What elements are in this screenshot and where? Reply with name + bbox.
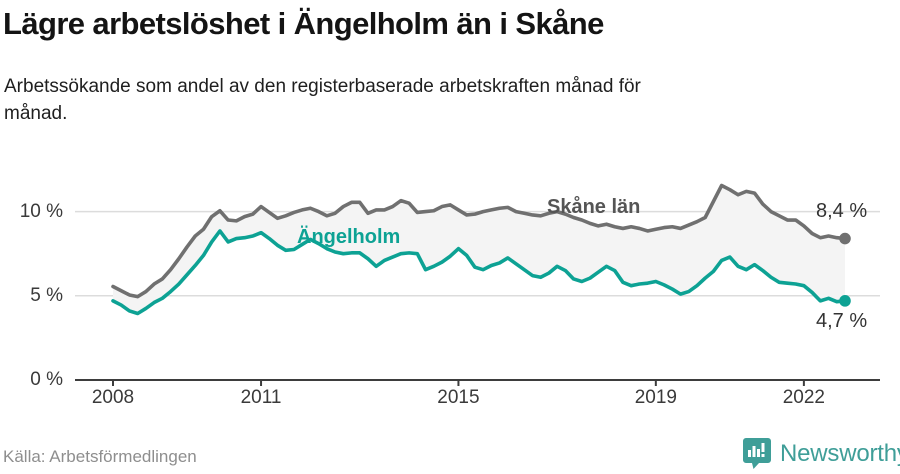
series-end-dot-1 [839,295,851,307]
series-end-dot-0 [839,232,851,245]
x-tick-label-2015: 2015 [437,387,480,408]
x-tick-label-2019: 2019 [634,387,677,408]
x-tick-label-2011: 2011 [240,387,282,408]
subtitle-line-1: Arbetssökande som andel av den registerb… [4,76,641,97]
chart-canvas [75,183,880,386]
gap-band [113,185,845,314]
end-value-label-angelholm: 4,7 % [816,310,868,332]
newsworthy-wordmark: Newsworthy [780,439,900,467]
y-tick-label-0: 0 % [30,369,63,390]
chart-subtitle: Arbetssökande som andel av den registerb… [4,73,864,127]
newsworthy-logo: Newsworthy [742,437,900,470]
series-label-angelholm: Ängelholm [297,226,401,248]
y-tick-label-10: 10 % [19,200,63,222]
series-line-0 [111,183,847,299]
series-line-1 [111,229,847,316]
y-tick-label-5: 5 % [30,284,63,306]
source-credit: Källa: Arbetsförmedlingen [3,447,197,466]
page-title: Lägre arbetslöshet i Ängelholm än i Skån… [3,6,604,41]
x-tick-label-2022: 2022 [782,387,826,408]
subtitle-line-2: månad. [4,103,68,124]
end-value-label-skane: 8,4 % [816,200,868,222]
series-label-skane: Skåne län [547,196,641,218]
newsworthy-bubble-icon [743,438,771,469]
x-tick-label-2008: 2008 [91,387,135,408]
